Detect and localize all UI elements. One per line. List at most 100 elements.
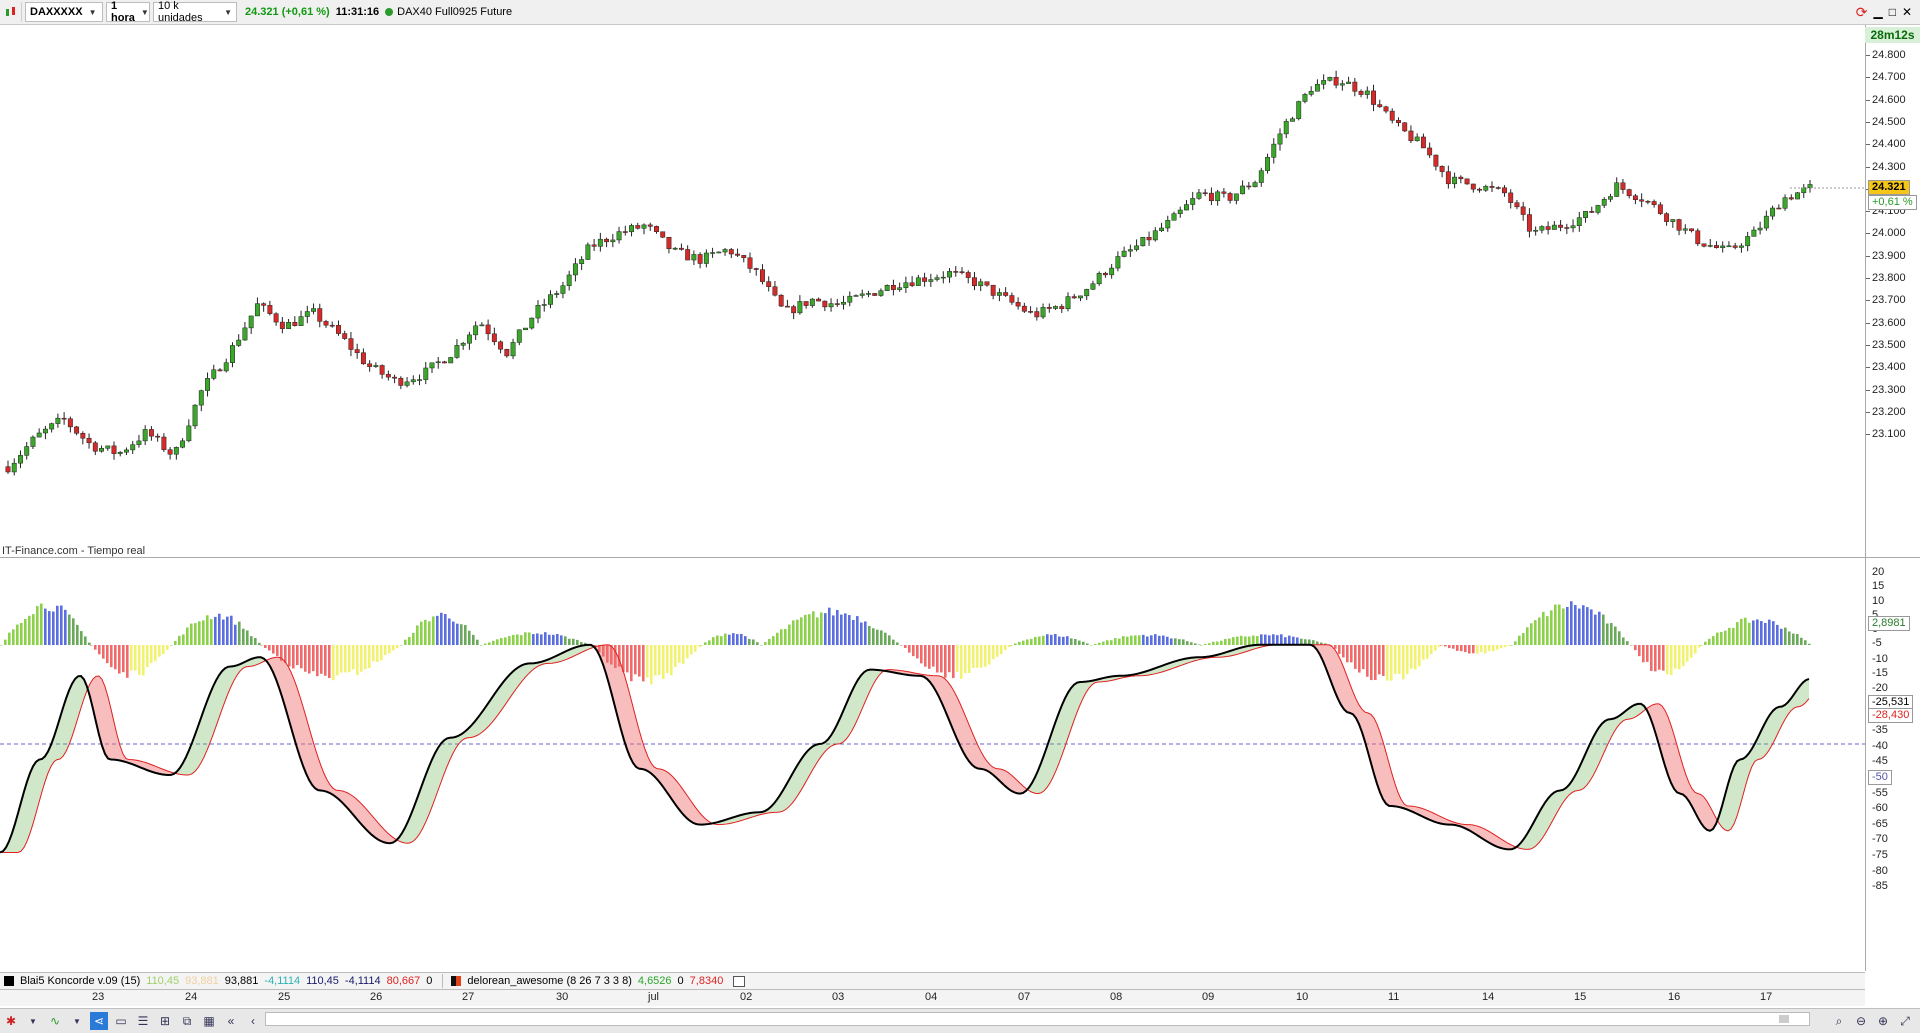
- histogram-bar: [976, 645, 979, 668]
- price-tick-mark: [1866, 211, 1870, 212]
- list-icon[interactable]: ☰: [134, 1012, 152, 1030]
- zoom-out-icon[interactable]: ⊖: [1852, 1012, 1870, 1030]
- histogram-bar: [1788, 631, 1791, 645]
- dropdown-icon[interactable]: ▼: [24, 1012, 42, 1030]
- candle-body: [679, 248, 683, 249]
- histogram-bar: [1610, 623, 1613, 645]
- units-selector[interactable]: 10 k unidades ▼: [153, 2, 237, 22]
- histogram-bar: [76, 625, 79, 645]
- zoom-fit-icon[interactable]: ⌕: [1830, 1012, 1848, 1030]
- candle-body: [1141, 237, 1145, 246]
- tools-icon[interactable]: ✱: [2, 1012, 20, 1030]
- timeframe-selector[interactable]: 1 hora ▼: [106, 2, 150, 22]
- candle-body: [37, 433, 41, 437]
- histogram-bar: [642, 645, 645, 681]
- histogram-bar: [24, 619, 27, 645]
- candle-body: [673, 248, 677, 249]
- histogram-bar: [536, 633, 539, 645]
- koncorde-name[interactable]: Blai5 Koncorde v.09 (15): [20, 975, 140, 987]
- histogram-bar: [376, 645, 379, 662]
- horizontal-scrollbar[interactable]: [265, 1012, 1810, 1026]
- candle-body: [1615, 183, 1619, 197]
- histogram-bar: [1430, 645, 1433, 654]
- scroll-back-icon[interactable]: ‹: [244, 1012, 262, 1030]
- price-tick-label: 24.800: [1872, 49, 1906, 61]
- candle-body: [648, 225, 652, 226]
- layout-icon[interactable]: ⊞: [156, 1012, 174, 1030]
- histogram-bar: [292, 645, 295, 668]
- candle-body: [361, 353, 365, 364]
- candle-body: [1278, 134, 1282, 144]
- histogram-bar: [1370, 645, 1373, 680]
- histogram-bar: [832, 615, 835, 645]
- histogram-bar: [828, 608, 831, 645]
- koncorde-fill: [1545, 798, 1548, 834]
- histogram-bar: [1138, 635, 1141, 645]
- candle-body: [6, 467, 10, 472]
- close-icon[interactable]: ✕: [1902, 5, 1912, 19]
- candle-body: [1452, 177, 1456, 184]
- histogram-bar: [1264, 635, 1267, 645]
- candle-body: [1708, 245, 1712, 246]
- share-icon[interactable]: ⋖: [90, 1012, 108, 1030]
- koncorde-value-2: 93,881: [185, 975, 219, 987]
- symbol-selector[interactable]: DAXXXXX ▼: [25, 2, 103, 22]
- histogram-bar: [32, 614, 35, 645]
- candle-body: [704, 253, 708, 264]
- candle-body: [1596, 205, 1600, 212]
- candle-body: [1440, 166, 1444, 171]
- candle-body: [1134, 246, 1138, 250]
- indicator-icon[interactable]: ∿: [46, 1012, 64, 1030]
- minimize-icon[interactable]: ▁: [1873, 5, 1882, 19]
- histogram-bar: [904, 645, 907, 648]
- delorean-name[interactable]: delorean_awesome (8 26 7 3 3 8): [467, 975, 632, 987]
- scrollbar-thumb[interactable]: [1779, 1015, 1789, 1023]
- histogram-bar: [254, 638, 257, 645]
- histogram-bar: [740, 634, 743, 645]
- histogram-bar: [772, 636, 775, 645]
- chart-type-icon[interactable]: [0, 2, 22, 22]
- candle-body: [773, 287, 777, 296]
- candle-body: [137, 441, 141, 445]
- histogram-bar: [138, 645, 141, 675]
- scroll-left-icon[interactable]: «: [222, 1012, 240, 1030]
- candle-body: [1571, 226, 1575, 228]
- candle-body: [1783, 198, 1787, 209]
- candle-body: [436, 362, 440, 363]
- chat-icon[interactable]: ▭: [112, 1012, 130, 1030]
- candle-body: [193, 405, 197, 426]
- window-icon[interactable]: ⧉: [178, 1012, 196, 1030]
- candle-body: [168, 450, 172, 455]
- grid-icon[interactable]: ▦: [200, 1012, 218, 1030]
- fullscreen-icon[interactable]: ⤢: [1896, 1012, 1914, 1030]
- histogram-bar: [1106, 640, 1109, 645]
- histogram-bar: [1398, 645, 1401, 674]
- candle-body: [1777, 208, 1781, 209]
- candle-body: [255, 304, 259, 316]
- date-tick-label: 16: [1668, 991, 1680, 1003]
- zoom-in-icon[interactable]: ⊕: [1874, 1012, 1892, 1030]
- refresh-icon[interactable]: ⟳: [1856, 4, 1868, 21]
- histogram-bar: [1256, 636, 1259, 645]
- histogram-bar: [1272, 634, 1275, 645]
- histogram-bar: [964, 645, 967, 673]
- price-chart[interactable]: [0, 25, 1865, 971]
- histogram-bar: [1614, 627, 1617, 645]
- candle-body: [985, 282, 989, 285]
- maximize-icon[interactable]: □: [1889, 5, 1896, 19]
- candle-body: [1421, 137, 1425, 148]
- histogram-bar: [540, 634, 543, 645]
- histogram-bar: [1554, 605, 1557, 645]
- histogram-bar: [1000, 645, 1003, 654]
- histogram-bar: [1098, 643, 1101, 645]
- dropdown-icon-2[interactable]: ▼: [68, 1012, 86, 1030]
- histogram-bar: [1220, 641, 1223, 645]
- expand-pane-icon[interactable]: [733, 976, 745, 987]
- histogram-bar: [1216, 642, 1219, 645]
- candle-body: [1072, 297, 1076, 298]
- candle-body: [355, 350, 359, 353]
- candle-body: [399, 378, 403, 385]
- histogram-bar: [940, 645, 943, 672]
- histogram-bar: [488, 642, 491, 645]
